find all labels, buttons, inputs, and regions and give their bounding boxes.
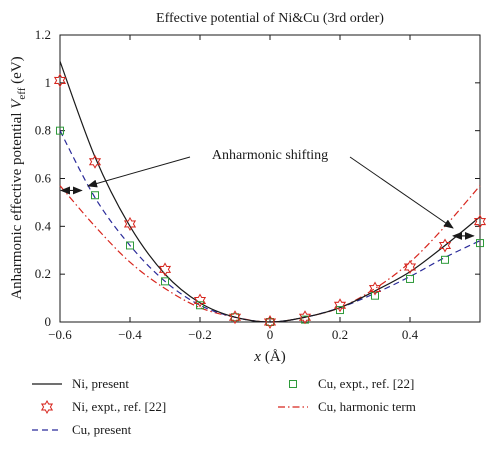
legend-item-cu-expt-ref-22: Cu, expt., ref. [22] xyxy=(289,376,414,391)
annotation-arrow-right xyxy=(349,156,454,229)
data-point xyxy=(441,255,449,264)
y-tick-label: 0.4 xyxy=(35,218,52,233)
plot-area xyxy=(59,34,481,323)
data-point xyxy=(333,298,347,313)
annotation-group: Anharmonic shifting xyxy=(60,148,475,240)
data-point xyxy=(53,73,67,88)
x-axis-unit: (Å) xyxy=(265,349,286,365)
legend-label: Ni, present xyxy=(72,376,129,391)
x-axis-variable: x xyxy=(253,349,261,365)
series-line-ni-present xyxy=(59,61,481,323)
annotation-arrow-left xyxy=(87,156,191,188)
legend: Ni, present Ni, expt., ref. [22] Cu, prese… xyxy=(32,376,416,437)
data-point xyxy=(161,277,169,286)
series-ni-expt-ref-22 xyxy=(53,73,487,330)
data-point xyxy=(88,154,102,169)
axis-ticks: −0.6 −0.4 −0.2 0 0.2 0.4 0 0.2 0.4 0.6 0.8 1 1.2 xyxy=(35,27,480,342)
data-point xyxy=(371,291,379,300)
data-point xyxy=(476,239,484,248)
data-point xyxy=(123,216,137,231)
data-point xyxy=(406,274,414,283)
legend-label: Ni, expt., ref. [22] xyxy=(72,399,166,414)
legend-label: Cu, expt., ref. [22] xyxy=(318,376,414,391)
series-cu-present xyxy=(59,130,481,323)
legend-label: Cu, harmonic term xyxy=(318,399,416,414)
data-point xyxy=(228,310,242,325)
series-ni-present xyxy=(59,61,481,323)
x-tick-label: 0.4 xyxy=(402,327,419,342)
data-point xyxy=(91,191,99,200)
legend-item-ni-expt-ref-22: Ni, expt., ref. [22] xyxy=(40,399,166,415)
y-axis-subscript: eff xyxy=(16,87,28,99)
data-point xyxy=(336,306,344,315)
x-tick-label: −0.4 xyxy=(118,327,142,342)
x-tick-label: 0 xyxy=(267,327,274,342)
x-axis-label: x (Å) xyxy=(253,349,286,365)
legend-item-ni-present: Ni, present xyxy=(32,376,129,391)
y-tick-label: 0.2 xyxy=(35,266,51,281)
data-point xyxy=(193,293,207,308)
series-cu-harmonic-term xyxy=(59,185,481,323)
y-axis-variable: V xyxy=(9,98,25,109)
data-point xyxy=(473,214,487,229)
data-point xyxy=(403,259,417,275)
data-point xyxy=(263,314,277,330)
data-point xyxy=(126,241,134,250)
data-point xyxy=(438,238,452,253)
legend-swatch xyxy=(289,380,297,388)
y-tick-label: 0.8 xyxy=(35,123,51,138)
data-point xyxy=(56,126,64,135)
legend-swatch xyxy=(40,399,54,415)
y-tick-label: 0 xyxy=(45,314,52,329)
y-axis-unit: (eV) xyxy=(9,56,25,87)
plot-frame xyxy=(59,34,481,323)
series-line-cu-harmonic-term xyxy=(59,185,481,323)
series-group xyxy=(53,61,487,330)
data-point xyxy=(298,310,312,325)
legend-label: Cu, present xyxy=(72,422,132,437)
x-tick-label: 0.2 xyxy=(332,327,348,342)
y-tick-label: 1 xyxy=(45,75,52,90)
data-point xyxy=(368,281,382,296)
y-axis-label-main: Anharmonic effective potential xyxy=(9,109,25,300)
x-tick-label: −0.2 xyxy=(188,327,212,342)
data-point xyxy=(158,262,172,277)
y-axis-label: Anharmonic effective potential Veff (eV) xyxy=(9,56,28,299)
x-tick-label: −0.6 xyxy=(48,327,72,342)
chart-title: Effective potential of Ni&Cu (3rd order) xyxy=(156,11,384,26)
legend-item-cu-harmonic-term: Cu, harmonic term xyxy=(278,399,416,414)
y-tick-label: 1.2 xyxy=(35,27,51,42)
series-line-cu-present xyxy=(59,130,481,323)
annotation-text: Anharmonic shifting xyxy=(212,148,328,163)
legend-item-cu-present: Cu, present xyxy=(32,422,132,437)
data-point xyxy=(196,301,204,310)
y-tick-label: 0.6 xyxy=(35,171,52,186)
